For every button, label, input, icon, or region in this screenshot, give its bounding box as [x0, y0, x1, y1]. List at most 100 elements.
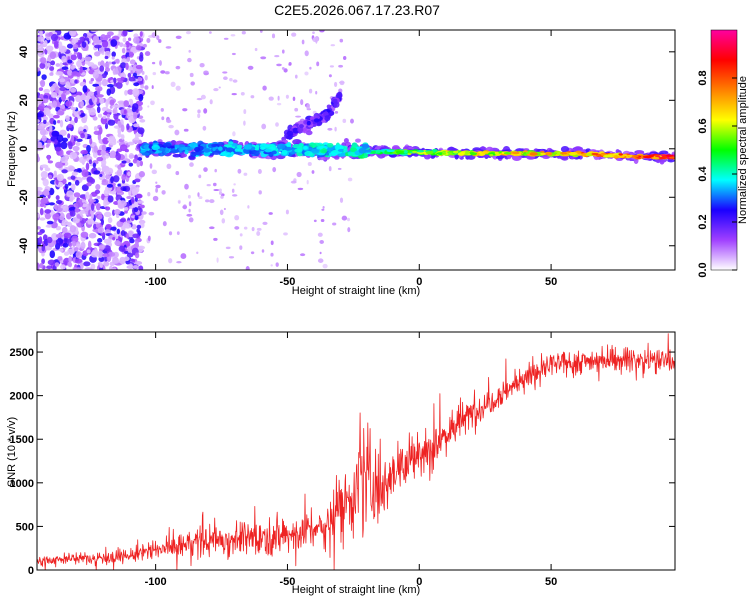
band-core-blob — [523, 153, 528, 157]
noise-blob — [81, 61, 86, 66]
noise-blob — [86, 144, 91, 153]
band-core-blob — [174, 144, 180, 149]
band-core-blob — [294, 148, 303, 153]
noise-blob — [45, 45, 54, 52]
noise-blob — [75, 251, 83, 259]
noise-blob — [73, 51, 78, 55]
noise-blob — [39, 30, 43, 37]
noise-blob — [120, 76, 125, 81]
noise-blob — [139, 118, 146, 123]
noise-blob — [123, 100, 129, 108]
band-core-blob — [432, 148, 438, 153]
noise-blob — [66, 190, 74, 198]
noise-blob — [188, 208, 191, 213]
noise-blob — [85, 162, 90, 171]
noise-blob — [101, 193, 105, 201]
noise-blob — [128, 98, 133, 103]
band-core-blob — [337, 148, 346, 152]
noise-blob — [123, 207, 129, 211]
noise-blob — [98, 267, 104, 270]
noise-blob — [117, 133, 122, 138]
noise-blob — [223, 76, 228, 80]
x-tick-label: -100 — [145, 576, 167, 588]
noise-blob — [68, 166, 76, 171]
noise-blob — [120, 62, 127, 69]
noise-blob — [347, 227, 351, 233]
noise-blob — [53, 170, 57, 177]
noise-blob — [121, 47, 126, 54]
noise-blob — [346, 217, 351, 222]
noise-blob — [37, 113, 44, 118]
noise-blob — [45, 108, 51, 117]
noise-blob — [203, 72, 209, 75]
noise-blob — [94, 44, 102, 49]
noise-blob — [69, 225, 77, 233]
noise-blob — [124, 90, 128, 96]
band-core-blob — [386, 149, 395, 153]
noise-blob — [89, 178, 96, 184]
noise-blob — [214, 168, 217, 173]
noise-blob — [285, 94, 289, 99]
noise-blob — [91, 94, 96, 102]
noise-blob — [104, 170, 109, 175]
noise-blob — [339, 197, 344, 203]
noise-blob — [74, 179, 80, 186]
noise-blob — [67, 133, 71, 139]
noise-blob — [59, 149, 64, 158]
noise-blob — [38, 103, 45, 110]
noise-blob — [80, 133, 85, 139]
noise-blob — [53, 114, 60, 119]
noise-blob — [243, 172, 248, 176]
noise-blob — [317, 232, 323, 237]
noise-blob — [65, 115, 70, 122]
noise-blob — [78, 199, 83, 203]
noise-blob — [37, 226, 41, 230]
branch-blob — [332, 98, 338, 104]
noise-blob — [126, 220, 132, 224]
noise-blob — [104, 55, 109, 60]
noise-blob — [256, 230, 261, 237]
band-core-blob — [411, 150, 418, 153]
noise-blob — [147, 192, 151, 197]
noise-blob — [313, 219, 317, 223]
noise-blob — [232, 194, 238, 197]
noise-blob — [285, 209, 289, 215]
noise-blob — [208, 226, 215, 230]
band-core-blob — [203, 148, 210, 153]
branch-blob — [313, 118, 320, 123]
band-core-blob — [339, 152, 347, 157]
noise-blob — [37, 141, 42, 148]
noise-blob — [107, 217, 113, 224]
noise-blob — [41, 258, 45, 265]
noise-blob — [91, 64, 98, 69]
branch-blob — [326, 104, 332, 109]
noise-blob — [338, 81, 345, 84]
noise-blob — [134, 252, 140, 259]
noise-blob — [271, 33, 276, 39]
band-core-blob — [669, 156, 675, 159]
band-core-blob — [320, 148, 328, 154]
noise-blob — [94, 51, 101, 57]
spectrogram-x-axis-label: Height of straight line (km) — [292, 285, 420, 297]
noise-blob — [39, 62, 46, 69]
band-core-blob — [151, 144, 160, 151]
noise-blob — [46, 220, 54, 225]
noise-blob — [54, 86, 60, 94]
noise-blob — [115, 81, 123, 89]
noise-blob — [187, 57, 192, 63]
y-tick-label: 2000 — [10, 391, 34, 403]
noise-blob — [105, 206, 111, 211]
noise-blob — [254, 47, 258, 52]
noise-blob — [110, 39, 118, 47]
noise-blob — [88, 232, 97, 239]
band-core-blob — [347, 151, 357, 156]
noise-blob — [135, 45, 142, 51]
noise-blob — [196, 97, 203, 101]
band-core-blob — [328, 152, 338, 157]
noise-blob — [43, 119, 47, 125]
noise-blob — [97, 88, 101, 96]
noise-blob — [44, 209, 52, 214]
noise-blob — [117, 183, 122, 187]
band-core-blob — [304, 150, 313, 157]
noise-blob — [257, 168, 262, 175]
